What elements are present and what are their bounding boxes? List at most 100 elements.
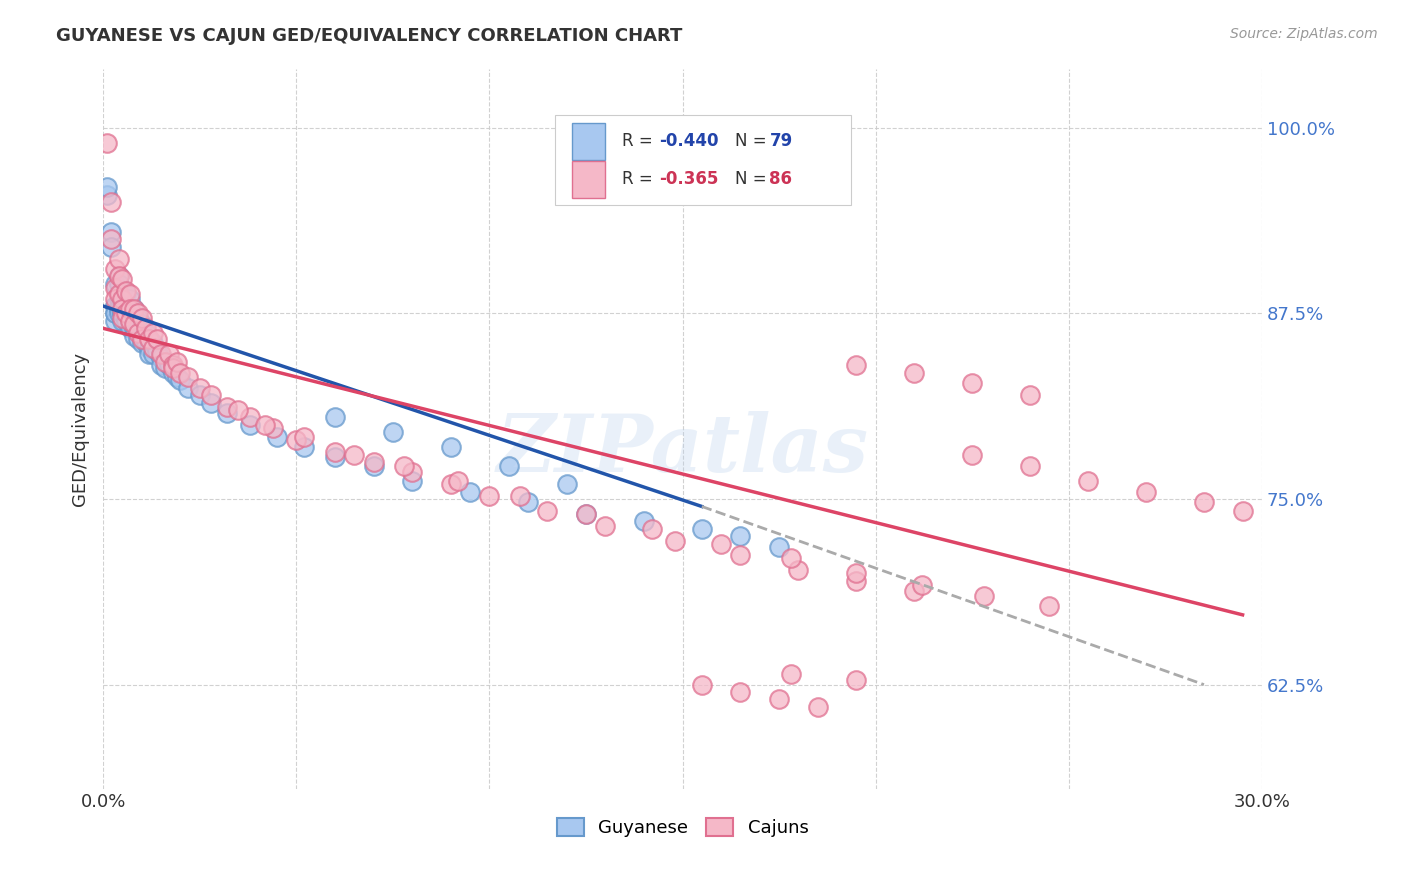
Point bbox=[960, 448, 983, 462]
Point bbox=[115, 287, 138, 301]
Point bbox=[162, 361, 184, 376]
Point bbox=[131, 317, 153, 331]
Y-axis label: GED/Equivalency: GED/Equivalency bbox=[72, 351, 89, 506]
Point bbox=[177, 381, 200, 395]
Point bbox=[142, 341, 165, 355]
Point bbox=[107, 301, 129, 316]
Point bbox=[285, 433, 308, 447]
Point bbox=[135, 326, 157, 340]
Point bbox=[401, 474, 423, 488]
Point bbox=[111, 306, 134, 320]
Point bbox=[768, 540, 790, 554]
Point bbox=[122, 321, 145, 335]
Point bbox=[131, 310, 153, 325]
Point bbox=[593, 518, 616, 533]
Point bbox=[111, 310, 134, 325]
Point bbox=[122, 301, 145, 316]
Point bbox=[135, 321, 157, 335]
Point bbox=[779, 667, 801, 681]
Point bbox=[517, 495, 540, 509]
Point bbox=[120, 292, 142, 306]
Point bbox=[122, 301, 145, 316]
Point bbox=[903, 366, 925, 380]
Point bbox=[100, 232, 122, 246]
Point bbox=[122, 328, 145, 343]
Legend: Guyanese, Cajuns: Guyanese, Cajuns bbox=[550, 811, 815, 845]
Point bbox=[555, 477, 578, 491]
Point bbox=[200, 388, 222, 402]
Point bbox=[458, 484, 481, 499]
Point bbox=[107, 269, 129, 284]
Point bbox=[1232, 504, 1254, 518]
Point bbox=[111, 292, 134, 306]
Point bbox=[343, 448, 366, 462]
Point bbox=[131, 328, 153, 343]
Point bbox=[536, 504, 558, 518]
Point bbox=[104, 292, 127, 306]
Point bbox=[807, 699, 830, 714]
Point bbox=[323, 444, 346, 458]
Point bbox=[104, 306, 127, 320]
Point bbox=[153, 355, 176, 369]
Point bbox=[960, 376, 983, 391]
Point bbox=[146, 343, 169, 358]
Point bbox=[690, 678, 713, 692]
Point bbox=[96, 136, 118, 150]
FancyBboxPatch shape bbox=[572, 161, 605, 198]
Point bbox=[447, 474, 470, 488]
Point bbox=[127, 332, 149, 346]
Point bbox=[120, 321, 142, 335]
Point bbox=[215, 406, 238, 420]
Point bbox=[131, 332, 153, 346]
Point bbox=[96, 180, 118, 194]
Point bbox=[188, 388, 211, 402]
Point bbox=[150, 346, 173, 360]
Point bbox=[127, 310, 149, 325]
Text: 86: 86 bbox=[769, 170, 793, 188]
Point bbox=[150, 359, 173, 373]
Point bbox=[138, 332, 160, 346]
Point bbox=[107, 277, 129, 291]
Point bbox=[122, 317, 145, 331]
Point bbox=[115, 299, 138, 313]
Text: -0.440: -0.440 bbox=[659, 132, 718, 150]
Point bbox=[730, 685, 752, 699]
Point bbox=[292, 430, 315, 444]
Point bbox=[111, 284, 134, 298]
Point bbox=[120, 287, 142, 301]
Point bbox=[107, 299, 129, 313]
Point bbox=[107, 287, 129, 301]
Point bbox=[111, 314, 134, 328]
Point bbox=[440, 440, 463, 454]
Text: N =: N = bbox=[735, 170, 772, 188]
Point bbox=[120, 314, 142, 328]
Text: Source: ZipAtlas.com: Source: ZipAtlas.com bbox=[1230, 27, 1378, 41]
Point bbox=[845, 574, 868, 588]
Point bbox=[107, 292, 129, 306]
Point bbox=[142, 326, 165, 340]
FancyBboxPatch shape bbox=[572, 122, 605, 160]
Point bbox=[127, 326, 149, 340]
Point bbox=[153, 361, 176, 376]
Point bbox=[188, 381, 211, 395]
FancyBboxPatch shape bbox=[555, 115, 851, 205]
Point bbox=[111, 272, 134, 286]
Point bbox=[710, 536, 733, 550]
Point bbox=[150, 351, 173, 365]
Point bbox=[509, 489, 531, 503]
Point bbox=[104, 299, 127, 313]
Point bbox=[239, 417, 262, 432]
Point bbox=[1192, 495, 1215, 509]
Point bbox=[478, 489, 501, 503]
Point bbox=[107, 301, 129, 316]
Point bbox=[111, 301, 134, 316]
Point bbox=[228, 403, 250, 417]
Point bbox=[292, 440, 315, 454]
Point bbox=[104, 261, 127, 276]
Point bbox=[323, 410, 346, 425]
Point bbox=[664, 533, 686, 548]
Point bbox=[239, 410, 262, 425]
Point bbox=[575, 507, 598, 521]
Point bbox=[96, 187, 118, 202]
Point bbox=[394, 459, 416, 474]
